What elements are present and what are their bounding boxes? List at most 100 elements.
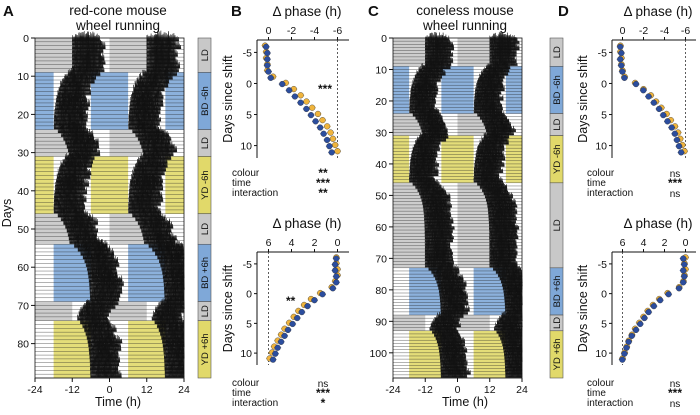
activity-bout	[478, 138, 504, 148]
activity-bout	[57, 164, 92, 176]
data-point-blue	[326, 143, 333, 150]
activity-bout	[502, 280, 523, 290]
y-tick-label: 50	[17, 224, 29, 236]
light-period	[393, 315, 426, 331]
light-period	[165, 72, 184, 130]
condition-label: LD	[200, 223, 211, 235]
data-point-blue	[680, 279, 687, 286]
stats-label: time	[587, 388, 606, 399]
x-tick-label: 0	[107, 384, 113, 396]
activity-bout	[58, 79, 91, 92]
data-point-blue	[680, 255, 687, 262]
phase-plot-title: Δ phase (h)	[623, 4, 692, 19]
activity-bout	[164, 367, 185, 378]
panel-a: A red-cone mouse wheel running -24 -12 0 12…	[0, 3, 212, 409]
x-tick-label: 2	[662, 237, 668, 249]
activity-bout	[57, 84, 92, 95]
activity-bout	[480, 110, 508, 120]
condition-label: LD	[200, 49, 211, 61]
activity-bout	[56, 167, 91, 179]
y-tick-label: 5	[246, 110, 252, 122]
data-point-yellow	[327, 129, 334, 136]
y-tick-label: 70	[17, 300, 29, 312]
y-tick-label: 20	[375, 96, 387, 108]
condition-label: LD	[552, 317, 563, 329]
activity-bout	[416, 67, 446, 76]
light-period	[35, 301, 73, 321]
light-period	[505, 66, 522, 114]
panel-c-label: C	[368, 3, 379, 20]
data-point-blue	[618, 49, 625, 57]
data-point-blue	[264, 56, 271, 63]
data-point-blue	[617, 43, 624, 50]
x-tick-label: 4	[289, 237, 295, 249]
light-period	[457, 38, 490, 67]
data-point-blue	[332, 261, 339, 268]
panel-c-xlabel: Time (h)	[442, 395, 488, 409]
activity-bout	[425, 35, 451, 44]
y-tick-label: 10	[240, 141, 252, 153]
light-period	[393, 38, 426, 67]
x-tick-label: 4	[641, 237, 647, 249]
data-point-yellow	[319, 117, 326, 124]
y-tick-label: 40	[17, 186, 29, 198]
panel-b-label: B	[231, 3, 242, 20]
data-point-blue	[311, 297, 318, 304]
x-tick-label: 24	[178, 384, 190, 396]
phase-plot-d-bottom: Δ phase (h) 6 4 2 0 -5 0 5 10 Days since shift col…	[576, 216, 696, 410]
data-point-blue	[617, 56, 624, 63]
light-period	[109, 301, 147, 321]
data-point-blue	[263, 43, 270, 50]
x-tick-label: 0	[683, 237, 689, 249]
panel-a-title-line-2: wheel running	[75, 18, 160, 33]
activity-bout	[144, 232, 176, 244]
activity-bout	[439, 346, 465, 356]
phase-plot-d-top: Δ phase (h) 0 -2 -4 -6 -5 0 5 10 Days since shift…	[576, 4, 696, 200]
activity-bout	[428, 261, 459, 271]
data-point-blue	[675, 143, 683, 150]
data-point-yellow	[297, 92, 304, 99]
panel-a-title-line-1: red-cone mouse	[69, 3, 167, 18]
activity-bout	[163, 344, 185, 355]
data-point-blue	[619, 68, 626, 75]
y-tick-label: 30	[375, 127, 387, 139]
data-point-blue	[632, 326, 640, 334]
y-tick-label: 80	[375, 285, 387, 297]
data-point-blue	[272, 350, 279, 357]
y-tick-label: 0	[246, 78, 252, 90]
data-point-blue	[265, 68, 272, 75]
data-point-blue	[320, 130, 327, 137]
condition-label: LD	[552, 219, 563, 231]
data-point-blue	[640, 87, 647, 94]
activity-bout	[483, 129, 510, 139]
data-point-blue	[307, 112, 315, 119]
data-point-yellow	[334, 148, 341, 155]
activity-bout	[411, 79, 438, 88]
activity-bout	[489, 223, 518, 233]
y-tick-label: 5	[601, 110, 607, 122]
data-point-yellow	[309, 104, 316, 111]
light-period	[35, 156, 54, 214]
y-tick-label: 90	[375, 316, 387, 328]
activity-bout	[155, 301, 185, 313]
y-tick-label: 20	[17, 109, 29, 121]
stats-label: interaction	[232, 188, 278, 199]
stats-significance: **	[318, 186, 328, 200]
stats-significance: ns	[670, 169, 681, 180]
y-tick-label: -5	[243, 259, 252, 271]
activity-bout	[161, 259, 185, 271]
activity-bout	[64, 68, 97, 80]
data-point-blue	[625, 338, 632, 345]
data-point-blue	[660, 112, 667, 119]
data-point-blue	[657, 297, 664, 304]
panel-a-xlabel: Time (h)	[95, 395, 141, 409]
condition-label: LD	[200, 137, 211, 149]
activity-bout	[504, 349, 523, 359]
data-point-blue	[641, 314, 648, 322]
y-tick-label: 0	[601, 78, 607, 90]
y-tick-label: 30	[17, 148, 29, 160]
data-point-blue	[303, 105, 310, 113]
data-point-blue	[632, 80, 640, 88]
light-period	[35, 38, 73, 73]
data-point-blue	[681, 273, 688, 280]
